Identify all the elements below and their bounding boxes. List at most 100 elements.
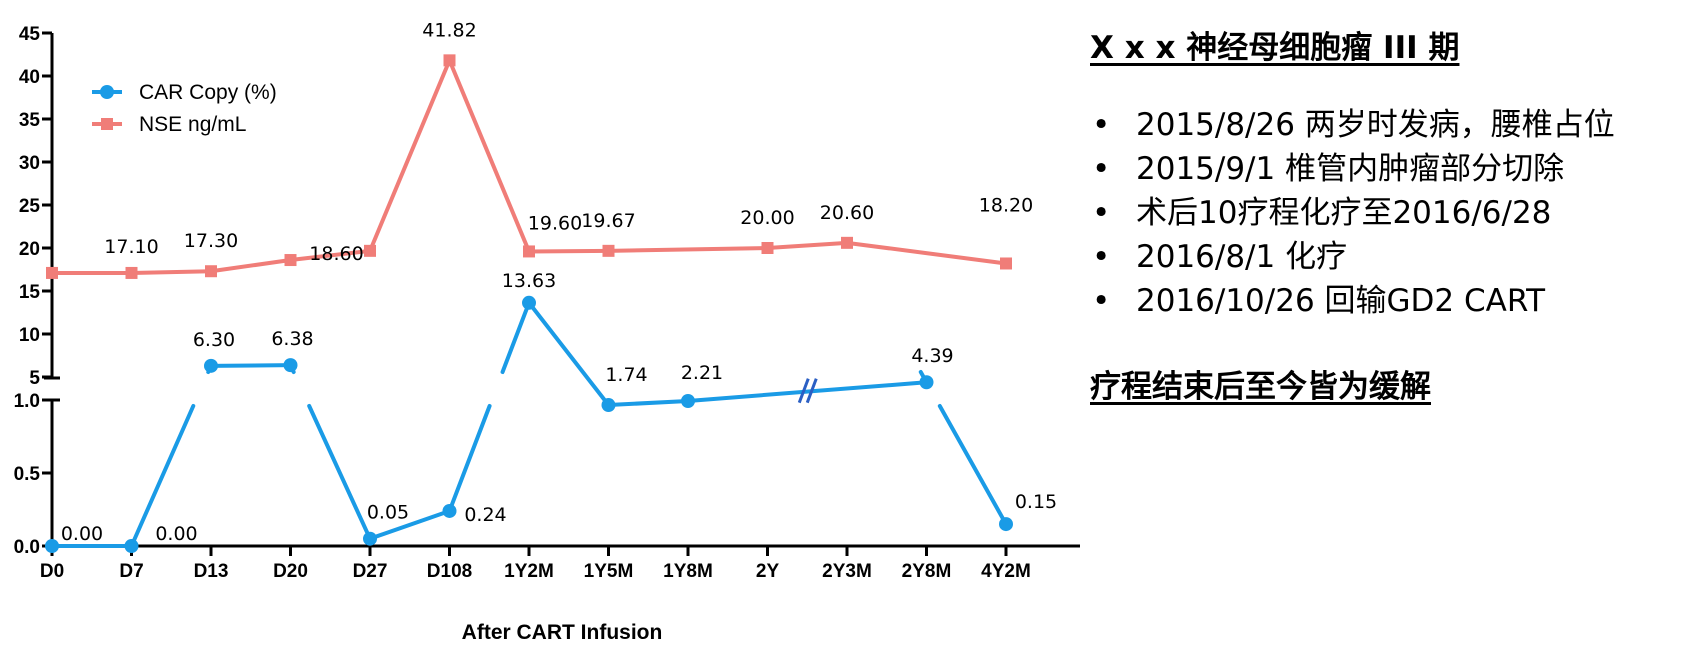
- y-tick-label: 10: [19, 325, 40, 346]
- series-line-segment: [500, 300, 531, 374]
- series-line-segment: [447, 58, 531, 254]
- car-marker: [999, 517, 1013, 532]
- y-tick-label: 15: [19, 282, 41, 303]
- y-tick-label: 0.0: [14, 537, 40, 558]
- car-marker: [522, 295, 536, 310]
- car-marker: [204, 358, 218, 373]
- data-label: 6.38: [271, 328, 313, 350]
- data-labels: 17.10 17.30 18.60 41.82 19.60 19.67 20.00 20.60…: [61, 19, 1057, 545]
- series-line-segment: [527, 300, 611, 408]
- data-label: 2.21: [681, 362, 723, 384]
- x-tick-label: 2Y3M: [822, 561, 872, 582]
- y-tick-label: 0.5: [14, 464, 41, 485]
- nse-marker: [761, 242, 774, 254]
- series-line-segment: [129, 269, 213, 275]
- nse-marker: [523, 245, 535, 258]
- bullet-item: • 术后10疗程化疗至2016/6/28: [1090, 191, 1690, 235]
- x-tick-label: D7: [119, 561, 143, 582]
- nse-marker: [443, 54, 456, 67]
- series-line-segment: [527, 248, 611, 254]
- data-label: 0.24: [464, 504, 506, 526]
- series-line-segment: [606, 398, 690, 408]
- series-line-segment: [288, 248, 372, 263]
- car-marker: [919, 375, 934, 390]
- data-label: 18.20: [979, 194, 1033, 216]
- y-tick-label: 30: [19, 153, 40, 174]
- nse-marker: [841, 236, 853, 249]
- car-marker: [363, 531, 377, 546]
- y-tick-label: 1.0: [14, 391, 40, 412]
- x-tick-label: 1Y5M: [584, 561, 634, 582]
- car-marker: [681, 393, 695, 408]
- x-tick-label: D108: [427, 561, 472, 582]
- x-tick-label: D13: [194, 561, 229, 582]
- data-label: 4.39: [911, 345, 953, 367]
- data-label: 6.30: [193, 329, 235, 351]
- data-label: 0.00: [61, 523, 103, 545]
- series-line-segment: [307, 404, 372, 541]
- info-panel: X x x 神经母细胞瘤 III 期 • 2015/8/26 两岁时发病，腰椎占位…: [1090, 22, 1690, 406]
- bullet-icon: •: [1092, 107, 1111, 143]
- bullet-icon: •: [1092, 151, 1111, 187]
- bullet-text: 2016/10/26 回输GD2 CART: [1136, 283, 1546, 319]
- data-label: 20.00: [740, 207, 794, 229]
- car-marker: [45, 539, 59, 553]
- car-marker: [283, 358, 298, 373]
- bullet-text: 术后10疗程化疗至2016/6/28: [1136, 195, 1552, 231]
- series-line-segment: [937, 404, 1008, 527]
- car-marker: [124, 539, 139, 553]
- data-label: 1.74: [605, 364, 647, 386]
- y-tick-label: 40: [19, 67, 40, 88]
- legend: CAR Copy (%) NSE ng/mL: [92, 81, 277, 136]
- series-line-segment: [845, 240, 1008, 266]
- data-label: 41.82: [422, 19, 476, 41]
- series-line-segment: [606, 246, 770, 253]
- x-tick-label: 1Y8M: [663, 561, 713, 582]
- nse-marker: [284, 254, 297, 267]
- series-markers: [45, 54, 1013, 553]
- data-label: 0.15: [1015, 491, 1057, 513]
- bullet-list: • 2015/8/26 两岁时发病，腰椎占位 • 2015/9/1 椎管内肿瘤部分切…: [1090, 103, 1690, 323]
- bullet-text: 2015/9/1 椎管内肿瘤部分切除: [1136, 151, 1565, 187]
- nse-marker: [1000, 257, 1012, 270]
- y-tick-label: 35: [19, 110, 41, 131]
- bullet-icon: •: [1092, 239, 1111, 275]
- series-line-segment: [765, 240, 849, 250]
- x-tick-label: D27: [353, 561, 388, 582]
- bullet-text: 2015/8/26 两岁时发病，腰椎占位: [1136, 107, 1615, 143]
- x-tick-label: 4Y2M: [981, 561, 1031, 582]
- series-line-segment: [129, 404, 196, 548]
- data-label: 17.30: [184, 230, 238, 252]
- series-line-segment: [368, 58, 452, 253]
- y-tick-label: 5: [29, 368, 40, 389]
- car-marker: [442, 503, 457, 518]
- bullet-text: 2016/8/1 化疗: [1136, 239, 1348, 275]
- series-line-segment: [447, 404, 492, 513]
- series-line-segment: [209, 363, 293, 368]
- x-tick-label: D0: [40, 561, 64, 582]
- data-label: 0.05: [367, 502, 409, 524]
- data-label: 17.10: [104, 236, 158, 258]
- x-tick-label: D20: [273, 561, 308, 582]
- bullet-icon: •: [1092, 195, 1111, 231]
- data-label: 20.60: [820, 202, 874, 224]
- data-label: 0.00: [155, 523, 197, 545]
- nse-marker: [125, 266, 138, 279]
- car-marker: [601, 398, 616, 413]
- legend-marker: [100, 85, 114, 99]
- legend-marker: [101, 118, 113, 130]
- data-label: 19.60: [528, 212, 582, 234]
- y-tick-label: 25: [19, 196, 41, 217]
- nse-marker: [364, 244, 376, 257]
- x-tick-label: 1Y2M: [504, 561, 554, 582]
- bullet-icon: •: [1092, 283, 1111, 319]
- bullet-item: • 2015/9/1 椎管内肿瘤部分切除: [1090, 147, 1690, 191]
- bullet-item: • 2015/8/26 两岁时发病，腰椎占位: [1090, 103, 1690, 147]
- legend-label: CAR Copy (%): [139, 81, 277, 104]
- bullet-item: • 2016/8/1 化疗: [1090, 235, 1690, 279]
- chart: 5 10 15 20 25 30 35 40 45 0.0 0.5 1.0 D0 D7 D13 D20 D27 D…: [14, 19, 1080, 644]
- x-break-mark: [805, 378, 818, 404]
- series-lines: [50, 58, 1008, 548]
- bullet-item: • 2016/10/26 回输GD2 CART: [1090, 279, 1690, 323]
- series-line-segment: [368, 508, 452, 541]
